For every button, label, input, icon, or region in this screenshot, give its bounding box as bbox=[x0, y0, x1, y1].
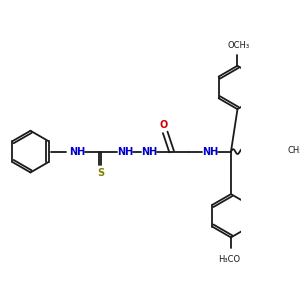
Text: NH: NH bbox=[69, 147, 85, 157]
Text: OCH₃: OCH₃ bbox=[228, 41, 250, 50]
Text: NH: NH bbox=[117, 147, 133, 157]
Text: NH: NH bbox=[141, 147, 157, 157]
Text: NH: NH bbox=[202, 147, 218, 157]
Text: CH₃: CH₃ bbox=[287, 146, 300, 154]
Text: O: O bbox=[160, 120, 168, 130]
Text: S: S bbox=[98, 168, 105, 178]
Text: H₃CO: H₃CO bbox=[218, 255, 240, 264]
